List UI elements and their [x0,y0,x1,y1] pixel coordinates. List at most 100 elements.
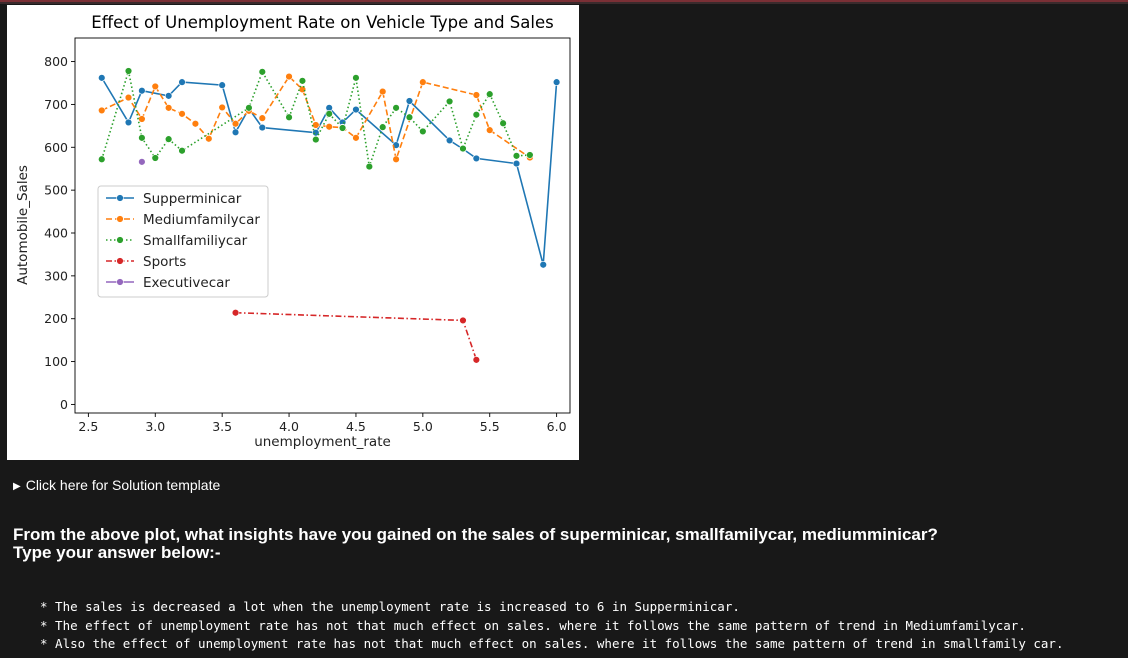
plot-output: Effect of Unemployment Rate on Vehicle T… [7,5,579,460]
data-point-smallfamiliycar [325,110,333,118]
answer-list: * The sales is decreased a lot when the … [40,598,1064,654]
y-tick-label: 0 [60,397,68,412]
data-point-smallfamiliycar [98,155,106,163]
data-point-sports [459,316,467,325]
data-point-smallfamiliycar [285,113,293,121]
data-point-supperminicar [405,97,414,105]
plot-frame [74,37,571,414]
y-tick-label: 100 [44,354,68,369]
legend-label: Mediumfamilycar [143,212,260,228]
y-tick-label: 700 [44,97,68,112]
data-point-smallfamiliycar [338,124,347,132]
series-line-mediumfamilycar [101,75,531,163]
data-point-smallfamiliycar [298,77,307,85]
legend-label: Sports [143,254,186,270]
data-point-supperminicar [258,123,266,132]
answer-item: * The sales is decreased a lot when the … [40,599,740,614]
data-point-mediumfamilycar [419,78,427,86]
data-point-supperminicar [138,87,146,95]
data-point-mediumfamilycar [205,135,213,143]
legend-label: Supperminicar [143,191,242,207]
legend-marker [116,257,124,265]
x-tick-label: 3.0 [145,419,165,434]
chart-title: Effect of Unemployment Rate on Vehicle T… [91,13,553,32]
y-tick-label: 400 [44,226,68,241]
data-point-smallfamiliycar [512,152,521,160]
data-point-smallfamiliycar [178,147,186,155]
data-point-smallfamiliycar [486,90,494,98]
data-point-mediumfamilycar [98,106,106,115]
data-point-mediumfamilycar [392,155,400,163]
legend-marker [116,215,124,223]
data-point-supperminicar [445,136,454,145]
x-tick-label: 5.5 [480,419,500,434]
data-point-smallfamiliycar [312,135,320,144]
y-tick-label: 600 [44,140,68,155]
data-point-mediumfamilycar [138,115,146,123]
data-point-executivecar [138,158,146,166]
data-point-supperminicar [552,78,561,86]
data-point-supperminicar [124,118,133,127]
data-point-supperminicar [231,128,240,136]
x-tick-label: 4.0 [279,419,299,434]
y-tick-label: 300 [44,268,68,283]
data-point-smallfamiliycar [151,154,159,162]
answer-item: * Also the effect of unemployment rate h… [40,636,1064,651]
data-point-smallfamiliycar [379,123,387,131]
disclosure-triangle-icon: ▶ [13,481,21,492]
data-point-supperminicar [512,159,521,168]
data-point-mediumfamilycar [151,82,159,91]
data-point-mediumfamilycar [486,126,494,134]
data-point-mediumfamilycar [178,110,186,118]
data-point-mediumfamilycar [312,121,320,129]
y-axis-label: Automobile_Sales [15,165,31,285]
data-point-smallfamiliycar [245,104,253,112]
data-point-mediumfamilycar [218,103,226,112]
scatter-line-chart: Effect of Unemployment Rate on Vehicle T… [15,13,571,450]
data-point-mediumfamilycar [258,114,266,122]
legend-box [97,185,269,298]
solution-template-label: Click here for Solution template [25,477,221,493]
answer-prompt: Type your answer below:- [13,543,221,562]
data-point-smallfamiliycar [405,113,414,121]
data-point-smallfamiliycar [124,67,133,75]
data-point-supperminicar [472,154,481,163]
data-point-supperminicar [98,74,106,82]
data-point-supperminicar [352,105,360,114]
data-point-mediumfamilycar [325,123,333,131]
y-tick-label: 800 [44,54,68,69]
data-point-smallfamiliycar [352,74,360,82]
x-tick-label: 6.0 [547,419,567,434]
x-tick-label: 3.5 [212,419,232,434]
data-point-smallfamiliycar [365,162,374,171]
solution-template-toggle[interactable]: ▶ Click here for Solution template [13,477,220,493]
data-point-smallfamiliycar [445,97,454,106]
data-point-mediumfamilycar [164,104,173,112]
data-point-smallfamiliycar [419,127,427,136]
series-line-smallfamiliycar [101,70,530,167]
data-point-smallfamiliycar [138,134,146,142]
x-tick-label: 4.5 [346,419,366,434]
legend-marker [116,194,124,202]
data-point-smallfamiliycar [392,104,400,112]
data-point-mediumfamilycar [379,87,387,96]
data-point-smallfamiliycar [459,144,467,153]
data-point-smallfamiliycar [164,135,173,143]
legend-marker [116,236,124,244]
legend-label: Smallfamiliycar [143,233,248,249]
data-point-mediumfamilycar [352,134,360,142]
y-tick-label: 200 [44,311,68,326]
data-point-mediumfamilycar [472,91,481,99]
data-point-supperminicar [539,261,547,269]
x-tick-label: 5.0 [413,419,433,434]
answer-item: * The effect of unemployment rate has no… [40,617,1026,633]
data-point-mediumfamilycar [285,72,293,81]
x-axis-label: unemployment_rate [254,434,391,450]
x-tick-label: 2.5 [78,419,98,434]
data-point-supperminicar [164,92,173,100]
legend-label: Executivecar [143,275,230,291]
question-heading: From the above plot, what insights have … [13,526,1113,562]
series-line-sports [235,311,478,361]
data-point-mediumfamilycar [231,120,240,128]
y-tick-label: 500 [44,183,68,198]
